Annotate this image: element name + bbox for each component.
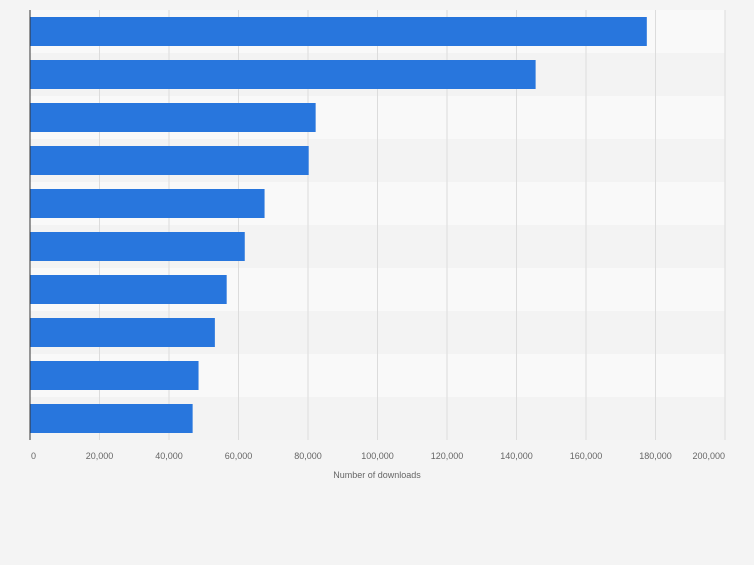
bar[interactable] — [30, 232, 245, 261]
x-tick-label: 20,000 — [86, 451, 114, 461]
bar[interactable] — [30, 103, 316, 132]
bar[interactable] — [30, 146, 309, 175]
x-tick-label: 60,000 — [225, 451, 253, 461]
x-tick-label: 80,000 — [294, 451, 322, 461]
x-tick-labels: 0 20,000 40,000 60,000 80,000 100,000 120,000 1… — [31, 451, 725, 461]
x-tick-label: 120,000 — [431, 451, 464, 461]
x-tick-label: 140,000 — [500, 451, 533, 461]
x-tick-label: 200,000 — [692, 451, 725, 461]
x-tick-label: 160,000 — [570, 451, 603, 461]
bars — [30, 17, 647, 433]
x-tick-label: 180,000 — [639, 451, 672, 461]
bar[interactable] — [30, 404, 193, 433]
bar[interactable] — [30, 189, 265, 218]
bar[interactable] — [30, 60, 536, 89]
bar[interactable] — [30, 275, 227, 304]
x-tick-label: 100,000 — [361, 451, 394, 461]
bar[interactable] — [30, 17, 647, 46]
x-tick-label: 0 — [31, 451, 36, 461]
x-tick-label: 40,000 — [155, 451, 183, 461]
bar[interactable] — [30, 361, 199, 390]
x-axis-label: Number of downloads — [333, 470, 421, 480]
bar[interactable] — [30, 318, 215, 347]
